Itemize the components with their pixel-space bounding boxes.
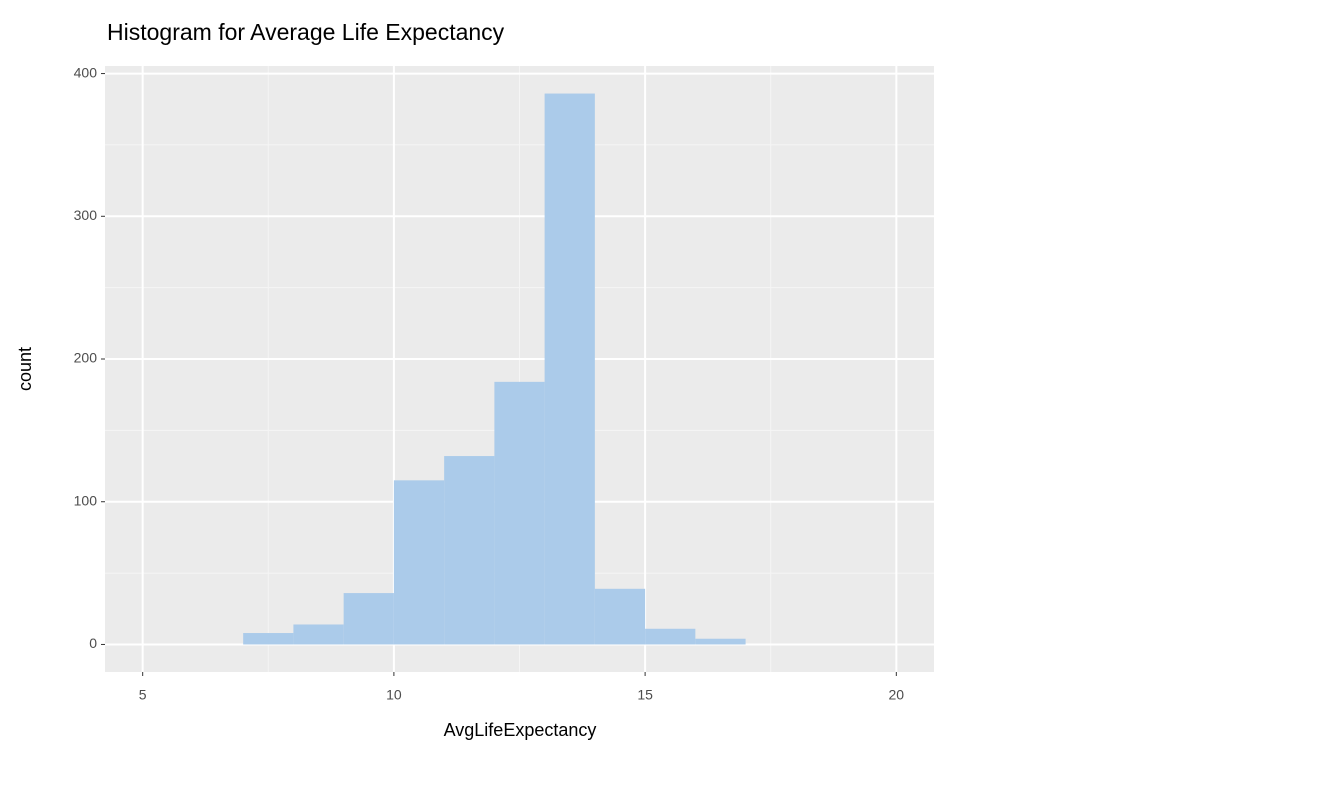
bar [695,638,746,645]
chart-title: Histogram for Average Life Expectancy [107,19,505,45]
y-tick-label: 0 [89,635,97,651]
bar [243,633,294,645]
bar [343,593,394,645]
y-tick-label: 400 [74,64,98,80]
bar [494,381,545,645]
bar [293,624,344,645]
x-tick-label: 10 [386,687,402,703]
bar [594,588,646,645]
x-tick-label: 15 [637,687,653,703]
y-tick-label: 100 [74,492,98,508]
x-tick-label: 5 [139,687,147,703]
y-axis-title: count [15,347,35,391]
bar [544,93,595,645]
x-tick-label: 20 [889,687,905,703]
x-axis-title: AvgLifeExpectancy [444,720,597,740]
bar [645,628,696,645]
y-tick-label: 300 [74,207,98,223]
bar [393,480,445,645]
y-tick-label: 200 [74,350,98,366]
bar [444,456,495,645]
